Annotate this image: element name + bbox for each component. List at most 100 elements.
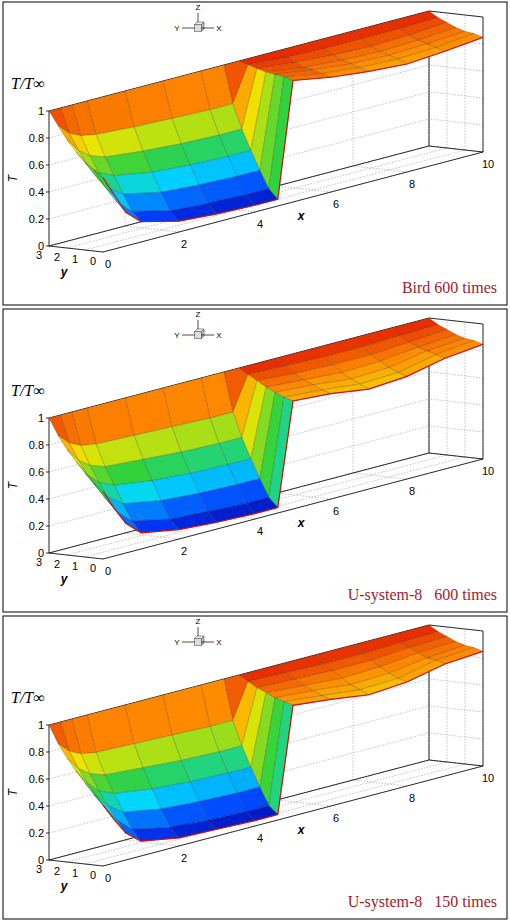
grid-line: [429, 679, 483, 685]
panel: 00.20.40.60.8101230246810yxTT/T∞Bird 600…: [3, 2, 507, 305]
triad-cube: [195, 639, 202, 646]
triad-cube: [202, 636, 205, 646]
y-tick-label: 2: [54, 558, 60, 570]
axis-edge: [429, 760, 483, 766]
triad-axis: [198, 627, 199, 636]
triad-label: Y: [174, 24, 180, 33]
front-edge: [103, 344, 483, 533]
triad-cube: [202, 22, 205, 32]
triad-axis: [182, 642, 195, 643]
axes-triad: XYZ: [174, 617, 222, 647]
triad-axis: [202, 28, 215, 29]
grid-line: [49, 38, 429, 138]
axis-box: [49, 11, 483, 252]
triad-label: X: [216, 331, 222, 340]
x-axis-title: x: [297, 209, 306, 223]
tick-labels: 00.20.40.60.8101230246810: [29, 719, 494, 884]
surface-cell: [436, 341, 483, 359]
grid-line: [49, 652, 429, 752]
z-title: T/T∞: [11, 382, 45, 399]
surface-cell: [170, 820, 217, 838]
y-tick-label: 3: [36, 863, 42, 875]
z-axis-line: [49, 418, 50, 553]
triad-cube: [195, 25, 202, 32]
z-tick-label: 0.6: [29, 159, 44, 171]
surface-cell: [360, 373, 407, 389]
triad-axis: [182, 335, 195, 336]
panel-title: U-system-8 600 times: [348, 586, 497, 604]
surface-cell: [117, 512, 141, 533]
surface-cell: [108, 497, 132, 521]
y-tick-label: 1: [72, 560, 78, 572]
surface-cell: [58, 435, 78, 460]
triad-axis: [182, 28, 195, 29]
axis-box: [49, 625, 483, 866]
surface-cell: [269, 397, 293, 507]
x-tick-label: 8: [409, 485, 415, 497]
y-axis-title: y: [60, 265, 69, 279]
z-axis-title: T: [6, 787, 20, 796]
z-tick-label: 0.8: [29, 439, 44, 451]
grid-line: [429, 119, 483, 125]
tick-mark: [46, 779, 49, 780]
grid-line: [429, 453, 483, 459]
x-tick-label: 2: [181, 852, 187, 864]
surface-cell: [58, 126, 78, 151]
surface-cell: [398, 355, 445, 377]
triad-label: X: [216, 638, 222, 647]
axes-triad: XYZ: [174, 3, 222, 33]
x-tick-label: 2: [181, 238, 187, 250]
z-tick-label: 0.2: [29, 213, 44, 225]
axis-edge: [49, 146, 429, 246]
x-tick-label: 10: [482, 465, 494, 477]
panel-frame: [3, 309, 507, 612]
tick-mark: [46, 553, 49, 554]
surface-cell: [49, 722, 69, 751]
x-tick-label: 4: [257, 832, 263, 844]
axis-edge: [429, 453, 483, 459]
axis-edge: [49, 453, 429, 553]
z-tick-label: 1: [38, 719, 44, 731]
surface-cell: [58, 744, 78, 769]
surface-cell: [360, 678, 407, 694]
z-tick-label: 0.4: [29, 186, 44, 198]
grid-line: [429, 706, 483, 712]
surface-cell: [49, 108, 69, 133]
triad-cube: [202, 329, 205, 339]
tick-mark: [46, 833, 49, 834]
surface-cell: [398, 48, 445, 64]
triad-axis: [198, 320, 199, 329]
grid-line: [429, 760, 483, 766]
tick-mark: [46, 806, 49, 807]
y-tick-label: 1: [72, 253, 78, 265]
axis-edge: [429, 625, 483, 631]
grid-line: [49, 146, 429, 246]
grid-line: [125, 533, 179, 539]
z-tick-label: 0.8: [29, 132, 44, 144]
z-axis-line: [49, 111, 50, 246]
x-tick-label: 6: [333, 505, 339, 517]
triad-axis: [198, 13, 199, 22]
grid-line: [49, 119, 429, 219]
x-tick-label: 2: [181, 545, 187, 557]
y-axis-title: y: [60, 879, 69, 893]
x-tick-label: 10: [482, 158, 494, 170]
tick-labels: 00.20.40.60.8101230246810: [29, 412, 494, 577]
grid-line: [49, 453, 429, 553]
surface: [49, 625, 483, 841]
surface-cell: [85, 162, 105, 187]
x-tick-label: 6: [333, 812, 339, 824]
grid-line: [429, 146, 483, 152]
y-tick-label: 2: [54, 865, 60, 877]
triad-label: Z: [196, 310, 201, 319]
triad-cube: [195, 332, 202, 339]
z-tick-label: 0.8: [29, 746, 44, 758]
y-tick-label: 3: [36, 556, 42, 568]
grid-line: [49, 725, 50, 860]
z-tick-label: 0.6: [29, 773, 44, 785]
grid-line: [429, 760, 483, 766]
grid-line: [429, 92, 483, 98]
tick-mark: [46, 111, 49, 112]
grid-line: [353, 166, 407, 172]
surface-cell: [117, 820, 141, 841]
